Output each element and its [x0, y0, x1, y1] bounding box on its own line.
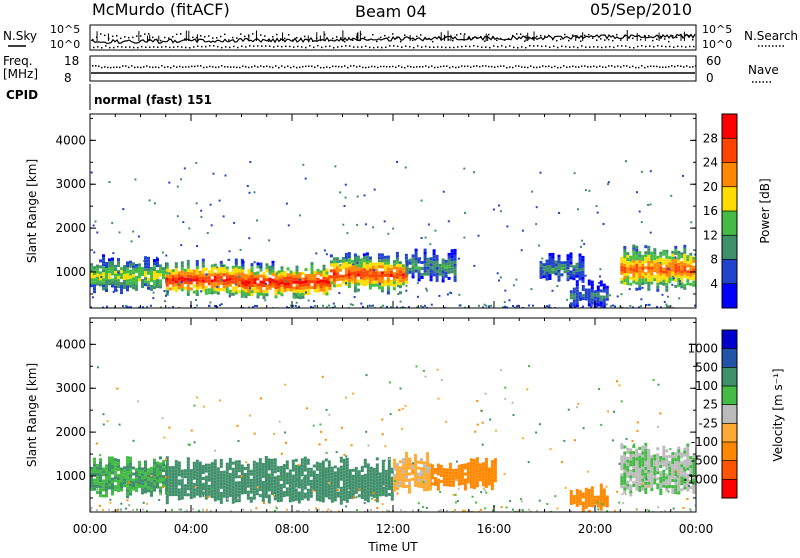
- power-region: [90, 254, 168, 294]
- station-title: McMurdo (fitACF): [92, 0, 230, 19]
- colorbar-tick-label: -25: [698, 416, 718, 430]
- velocity-colorbar: 1000 500 100 25 -25 -100 -500 -1000: [683, 330, 737, 499]
- colorbar-swatch: [722, 211, 737, 236]
- colorbar-tick-label: -1000: [683, 472, 718, 486]
- time-axis-title: Time UT: [367, 540, 418, 554]
- colorbar-tick-label: 16: [703, 204, 718, 218]
- colorbar-swatch: [722, 284, 737, 309]
- cpid-value: normal (fast) 151: [94, 93, 212, 107]
- power-plot-area: [90, 160, 698, 312]
- range-tick-label: 2000: [55, 221, 86, 235]
- freq-tick-bottom: 8: [64, 71, 72, 85]
- beam-title: Beam 04: [355, 2, 427, 21]
- colorbar-swatch: [722, 260, 737, 285]
- colorbar-tick-label: 8: [710, 253, 718, 267]
- power-region: [570, 280, 609, 309]
- colorbar-swatch: [722, 367, 737, 386]
- freq-tick-top: 18: [64, 54, 79, 68]
- range-tick-label: 2000: [55, 425, 86, 439]
- freq-unit: [MHz]: [3, 67, 38, 81]
- colorbar-swatch: [722, 349, 737, 368]
- colorbar-tick-label: 4: [710, 277, 718, 291]
- power-panel: 1000 2000 3000 4000 Slant Range [km] 4 8 12 16…: [25, 114, 772, 313]
- nave-trace: [92, 65, 697, 69]
- velocity-plot-area: [90, 365, 698, 517]
- range-tick-label: 3000: [55, 177, 86, 191]
- colorbar-tick-label: 20: [703, 180, 718, 194]
- range-tick-label: 4000: [55, 133, 86, 147]
- colorbar-swatch: [722, 235, 737, 260]
- power-region: [330, 252, 408, 295]
- power-region: [406, 249, 457, 283]
- freq-strip: 18 8 60 0 Freq. [MHz] Nave: [3, 54, 779, 85]
- velocity-region: [431, 457, 497, 490]
- velocity-ylabel: Slant Range [km]: [25, 363, 39, 467]
- velocity-colorbar-label: Velocity [m s⁻¹]: [771, 368, 785, 461]
- time-tick-label: 00:00: [73, 522, 108, 536]
- time-tick-label: 20:00: [578, 522, 613, 536]
- colorbar-swatch: [722, 405, 737, 424]
- colorbar-tick-label: -100: [691, 435, 718, 449]
- power-ylabel: Slant Range [km]: [25, 159, 39, 263]
- velocity-region: [393, 452, 432, 494]
- cpid-strip: CPID normal (fast) 151: [6, 84, 212, 110]
- time-tick-label: 04:00: [174, 522, 209, 536]
- colorbar-tick-label: 28: [703, 131, 718, 145]
- colorbar-swatch: [722, 330, 737, 349]
- colorbar-swatch: [722, 442, 737, 461]
- time-axis-labels: 00:00 04:00 08:00 12:00 16:00 20:00 00:00: [73, 522, 714, 536]
- range-tick-label: 1000: [55, 469, 86, 483]
- colorbar-swatch: [722, 187, 737, 212]
- noise-tick-right-bottom: 10^0: [702, 38, 732, 51]
- noise-strip: 10^5 10^0 10^5 10^0 N.Sky N.Search: [3, 23, 798, 51]
- velocity-region: [166, 456, 394, 505]
- range-tick-label: 3000: [55, 381, 86, 395]
- colorbar-swatch: [722, 461, 737, 480]
- power-region: [540, 252, 585, 283]
- colorbar-swatch: [722, 163, 737, 188]
- power-region: [166, 259, 244, 298]
- time-tick-label: 00:00: [679, 522, 714, 536]
- date-title: 05/Sep/2010: [590, 0, 692, 19]
- colorbar-swatch: [722, 386, 737, 405]
- power-colorbar: 4 8 12 16 20 24 28: [703, 114, 737, 309]
- time-tick-label: 16:00: [477, 522, 512, 536]
- colorbar-swatch: [722, 114, 737, 139]
- range-tick-label: 4000: [55, 337, 86, 351]
- colorbar-tick-label: 12: [703, 228, 718, 242]
- velocity-region: [570, 484, 609, 514]
- nave-tick-top: 60: [706, 54, 721, 68]
- colorbar-swatch: [722, 479, 737, 498]
- colorbar-swatch: [722, 423, 737, 442]
- time-tick-label: 08:00: [275, 522, 310, 536]
- power-colorbar-label: Power [dB]: [758, 178, 772, 243]
- colorbar-tick-label: 100: [695, 379, 718, 393]
- nsearch-label: N.Search: [744, 29, 798, 43]
- power-region: [242, 261, 332, 300]
- velocity-region: [90, 456, 168, 498]
- nave-tick-bottom: 0: [706, 71, 714, 85]
- colorbar-tick-label: 500: [695, 360, 718, 374]
- range-tick-label: 1000: [55, 265, 86, 279]
- freq-label: Freq.: [3, 54, 33, 68]
- time-tick-label: 12:00: [376, 522, 411, 536]
- noise-tick-right-top: 10^5: [702, 23, 732, 36]
- velocity-region: [620, 443, 698, 497]
- cpid-label: CPID: [6, 88, 38, 102]
- colorbar-tick-label: -500: [691, 454, 718, 468]
- power-region: [620, 245, 698, 292]
- noise-sky-trace: [91, 30, 695, 43]
- noise-tick-left-top: 10^5: [50, 23, 80, 36]
- colorbar-tick-label: 24: [703, 156, 718, 170]
- colorbar-swatch: [722, 138, 737, 163]
- noise-tick-left-bottom: 10^0: [50, 38, 80, 51]
- nsky-label: N.Sky: [3, 29, 37, 43]
- colorbar-tick-label: 1000: [687, 342, 718, 356]
- nave-label: Nave: [748, 63, 779, 77]
- colorbar-tick-label: 25: [703, 398, 718, 412]
- velocity-panel: 1000 2000 3000 4000 Slant Range [km] 1000 50…: [25, 318, 785, 517]
